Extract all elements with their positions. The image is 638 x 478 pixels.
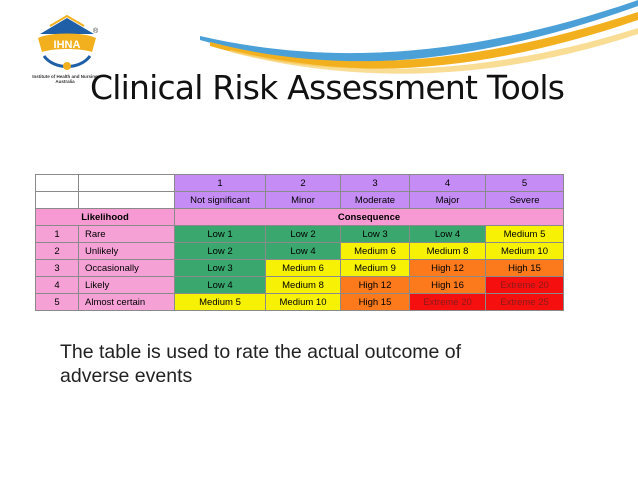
risk-cell: Low 1	[174, 225, 266, 243]
risk-cell: Extreme 25	[485, 293, 564, 311]
likelihood-label: Likely	[78, 276, 175, 294]
table-row: 5 Almost certain Medium 5 Medium 10 High…	[35, 293, 564, 311]
blank-cell	[78, 191, 175, 209]
header-swoosh	[200, 0, 638, 74]
risk-matrix-table: 1 2 3 4 5 Not significant Minor Moderate…	[35, 174, 564, 311]
table-row: 1 Rare Low 1 Low 2 Low 3 Low 4 Medium 5	[35, 225, 564, 243]
risk-cell: Medium 6	[265, 259, 341, 277]
slide-caption: The table is used to rate the actual out…	[60, 341, 462, 387]
likelihood-label: Almost certain	[78, 293, 175, 311]
risk-cell: Low 4	[265, 242, 341, 260]
risk-cell: Low 3	[340, 225, 410, 243]
consequence-name: Major	[409, 191, 486, 209]
registered-mark: ®	[93, 28, 99, 35]
likelihood-number: 4	[35, 276, 79, 294]
consequence-number: 2	[265, 174, 341, 192]
consequence-number: 1	[174, 174, 266, 192]
consequence-name: Moderate	[340, 191, 410, 209]
risk-cell: Medium 6	[340, 242, 410, 260]
header-row: Likelihood Consequence	[35, 208, 564, 226]
table-row: 2 Unlikely Low 2 Low 4 Medium 6 Medium 8…	[35, 242, 564, 260]
risk-cell: Extreme 20	[409, 293, 486, 311]
risk-cell: Medium 8	[409, 242, 486, 260]
likelihood-number: 3	[35, 259, 79, 277]
risk-cell: High 16	[409, 276, 486, 294]
risk-cell: Medium 8	[265, 276, 341, 294]
consequence-name: Severe	[485, 191, 564, 209]
logo-subtitle-line2: Australia	[55, 79, 75, 84]
risk-cell: Low 4	[174, 276, 266, 294]
risk-cell: High 12	[409, 259, 486, 277]
risk-cell: Low 3	[174, 259, 266, 277]
likelihood-number: 1	[35, 225, 79, 243]
risk-cell: Low 2	[265, 225, 341, 243]
risk-cell: Medium 5	[174, 293, 266, 311]
risk-cell: Medium 10	[485, 242, 564, 260]
blank-cell	[35, 174, 79, 192]
risk-cell: High 12	[340, 276, 410, 294]
consequence-name: Not significant	[174, 191, 266, 209]
likelihood-label: Rare	[78, 225, 175, 243]
risk-cell: Extreme 20	[485, 276, 564, 294]
consequence-number: 4	[409, 174, 486, 192]
risk-cell: High 15	[340, 293, 410, 311]
likelihood-number: 5	[35, 293, 79, 311]
blank-cell	[78, 174, 175, 192]
risk-cell: Medium 5	[485, 225, 564, 243]
risk-cell: High 15	[485, 259, 564, 277]
consequence-number: 3	[340, 174, 410, 192]
risk-cell: Low 2	[174, 242, 266, 260]
consequence-name-row: Not significant Minor Moderate Major Sev…	[35, 191, 564, 209]
table-row: 3 Occasionally Low 3 Medium 6 Medium 9 H…	[35, 259, 564, 277]
ihna-logo: IHNA	[38, 14, 96, 70]
likelihood-label: Unlikely	[78, 242, 175, 260]
likelihood-header: Likelihood	[35, 208, 175, 226]
likelihood-label: Occasionally	[78, 259, 175, 277]
risk-cell: Medium 10	[265, 293, 341, 311]
logo-subtitle: Institute of Health and Nursing Australi…	[28, 74, 102, 84]
risk-cell: Low 4	[409, 225, 486, 243]
blank-cell	[35, 191, 79, 209]
logo-subtitle-line1: Institute of Health and Nursing	[32, 74, 98, 79]
table-row: 4 Likely Low 4 Medium 8 High 12 High 16 …	[35, 276, 564, 294]
consequence-name: Minor	[265, 191, 341, 209]
consequence-header: Consequence	[174, 208, 564, 226]
logo-text: IHNA	[54, 39, 81, 51]
consequence-number-row: 1 2 3 4 5	[35, 174, 564, 192]
risk-cell: Medium 9	[340, 259, 410, 277]
consequence-number: 5	[485, 174, 564, 192]
slide-title: Clinical Risk Assessment Tools	[90, 68, 565, 107]
likelihood-number: 2	[35, 242, 79, 260]
